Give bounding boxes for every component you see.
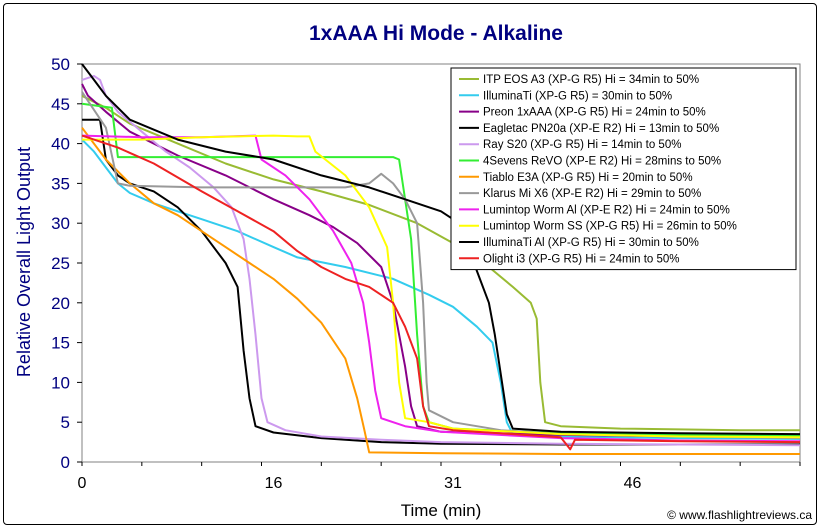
legend-entry: ITP EOS A3 (XP-G R5) Hi = 34min to 50% — [483, 74, 699, 86]
axes: 0 5 10 15 20 25 30 35 40 45 50 0 16 31 46 — [51, 55, 801, 492]
series-line-3 — [82, 118, 800, 446]
chart-title: 1xAAA Hi Mode - Alkaline — [309, 22, 563, 45]
series-line-7 — [81, 91, 801, 440]
x-tick-label: 31 — [444, 475, 462, 492]
x-tick-label: 16 — [265, 475, 283, 492]
y-axis-label: Relative Overall Light Output — [14, 147, 34, 377]
x-tick-label: 0 — [78, 475, 87, 492]
y-tick-label: 15 — [51, 334, 70, 353]
x-tick-label: 46 — [624, 475, 642, 492]
series-line-4 — [81, 74, 801, 447]
legend-entry: IlluminaTi (XP-G R5) = 30min to 50% — [483, 90, 672, 102]
y-tick-label: 45 — [51, 95, 70, 114]
series-line-6 — [81, 127, 800, 455]
y-tick-label: 20 — [51, 294, 70, 313]
legend-entry: Tiablo E3A (XP-G R5) Hi = 20min to 50% — [483, 172, 693, 184]
legend-entry: Olight i3 (XP-G R5) Hi = 24min to 50% — [483, 253, 680, 265]
legend-entry: 4Sevens ReVO (XP-E R2) Hi = 28mins to 50… — [483, 156, 721, 168]
y-tick-label: 0 — [61, 453, 70, 472]
legend-entry: IlluminaTi Al (XP-G R5) Hi = 30min to 50… — [483, 237, 699, 249]
y-tick-label: 40 — [51, 135, 70, 154]
legend-entry: Preon 1xAAA (XP-G R5) Hi = 24min to 50% — [483, 107, 706, 119]
y-tick-label: 50 — [51, 55, 70, 74]
legend-box — [450, 67, 797, 271]
series-line-10 — [81, 63, 801, 436]
legend-entry: Eagletac PN20a (XP-E R2) Hi = 13min to 5… — [483, 123, 719, 135]
legend-entry: Ray S20 (XP-G R5) Hi = 14min to 50% — [483, 139, 681, 151]
footer-credit: © www.flashlightreviews.ca — [667, 508, 812, 522]
series-line-9 — [82, 134, 801, 439]
y-tick-label: 35 — [51, 174, 70, 193]
series-line-1 — [81, 138, 801, 440]
series-line-11 — [81, 134, 801, 451]
series-lines — [81, 63, 801, 455]
legend-entry: Lumintop Worm SS (XP-G R5) Hi = 26min to… — [483, 221, 737, 233]
y-tick-label: 30 — [51, 214, 70, 233]
y-tick-label: 5 — [61, 413, 70, 432]
legend-entry: Klarus Mi X6 (XP-E R2) Hi = 29min to 50% — [483, 188, 701, 200]
x-axis-label: Time (min) — [401, 501, 482, 520]
legend-entry: Lumintop Worm Al (XP-E R2) Hi = 24min to… — [483, 204, 730, 216]
y-tick-label: 10 — [51, 373, 70, 392]
legend: ITP EOS A3 (XP-G R5) Hi = 34min to 50% Il… — [450, 67, 797, 271]
y-tick-label: 25 — [51, 254, 70, 273]
